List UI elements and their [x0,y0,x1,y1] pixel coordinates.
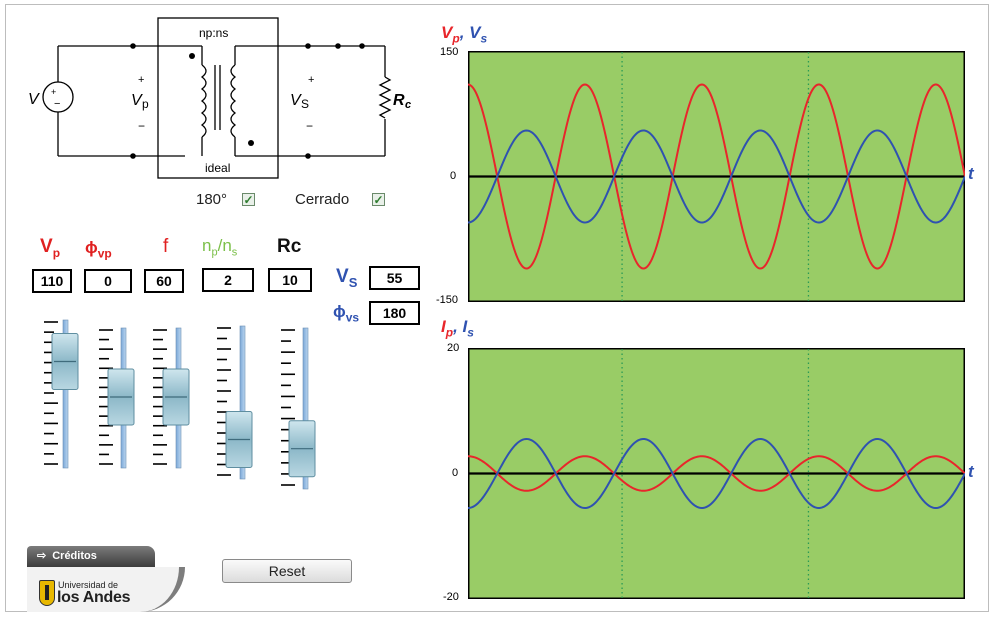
phase180-checkbox[interactable]: ✓ [242,193,255,207]
series-vs [468,129,965,224]
rc-control-label: Rc [277,236,302,257]
voltage-plot [468,51,965,302]
f-control-label: f [163,236,169,257]
ideal-label: ideal [205,161,230,175]
slider-thumb[interactable] [162,368,190,426]
slider-track [302,327,309,490]
slider-thumb[interactable] [107,368,135,426]
arrow-right-icon: ⇨ [37,550,47,562]
closed-checkbox[interactable]: ✓ [372,193,385,207]
voltage-ytick-zero: 0 [450,170,457,182]
vs-output-value: 55 [369,266,420,290]
credits-button[interactable]: ⇨ Créditos [27,546,155,567]
vs-plus: + [308,74,314,86]
slider-panel [44,319,316,490]
slider-rc[interactable] [281,327,316,490]
current-plot [468,348,965,599]
transformer-circuit: + − V + V p − np:ns ideal + V S − R c [28,17,411,179]
load-label: R [393,92,405,109]
current-t-label: t [968,462,974,481]
logo-line1: Universidad de [58,580,119,590]
current-ytick-top: 20 [447,342,460,354]
source-label: V [28,91,40,108]
current-ytick-zero: 0 [452,467,459,479]
current-plot-title: Ip, Is [441,317,474,340]
series-ip [468,455,965,492]
logo-line2: los Andes [57,589,131,606]
vp-input[interactable]: 110 [32,269,72,293]
slider-vp[interactable] [44,319,79,469]
closed-label: Cerrado [295,191,350,208]
slider-f[interactable] [153,327,190,469]
vp-minus: − [138,119,145,133]
slider-thumb[interactable] [225,411,253,468]
npns-control-label: np/ns [202,236,238,259]
voltage-plot-title: Vp, Vs [441,23,488,46]
phivp-input[interactable]: 0 [84,269,132,293]
npns-input[interactable]: 2 [202,268,254,292]
voltage-t-label: t [968,164,974,183]
university-shield-icon [39,580,55,606]
voltage-ytick-bottom: -150 [436,294,459,306]
slider-npns[interactable] [217,325,253,480]
turns-ratio-label: np:ns [199,26,228,40]
rc-input[interactable]: 10 [268,268,312,292]
reset-button[interactable]: Reset [222,559,352,583]
vp-sub: p [142,97,149,111]
f-input[interactable]: 60 [144,269,184,293]
vp-control-label: Vp [40,236,61,260]
source-plus: + [51,87,56,97]
vs-output-label: VS [336,266,358,290]
slider-track [62,319,69,469]
slider-track [239,325,246,480]
vp-plus: + [138,74,144,86]
load-sub: c [405,99,411,111]
phivs-output-value: 180 [369,301,420,325]
applet-frame [5,4,989,612]
phivp-control-label: ϕvp [85,238,112,261]
phase180-label: 180° [196,191,228,208]
credits-label: Créditos [52,550,97,562]
source-minus: − [54,98,60,110]
slider-thumb[interactable] [51,333,79,390]
voltage-ytick-top: 150 [440,46,459,58]
current-ytick-bottom: -20 [443,591,459,603]
vs-circuit-label: V [290,92,302,109]
slider-thumb[interactable] [288,420,316,478]
series-is [468,437,965,510]
phivs-output-label: ϕvs [333,302,360,325]
series-vp [468,83,965,270]
vp-label: V [131,92,143,109]
slider-phivp[interactable] [99,327,135,469]
vs-minus: − [306,119,313,133]
vs-circuit-sub: S [301,97,309,111]
